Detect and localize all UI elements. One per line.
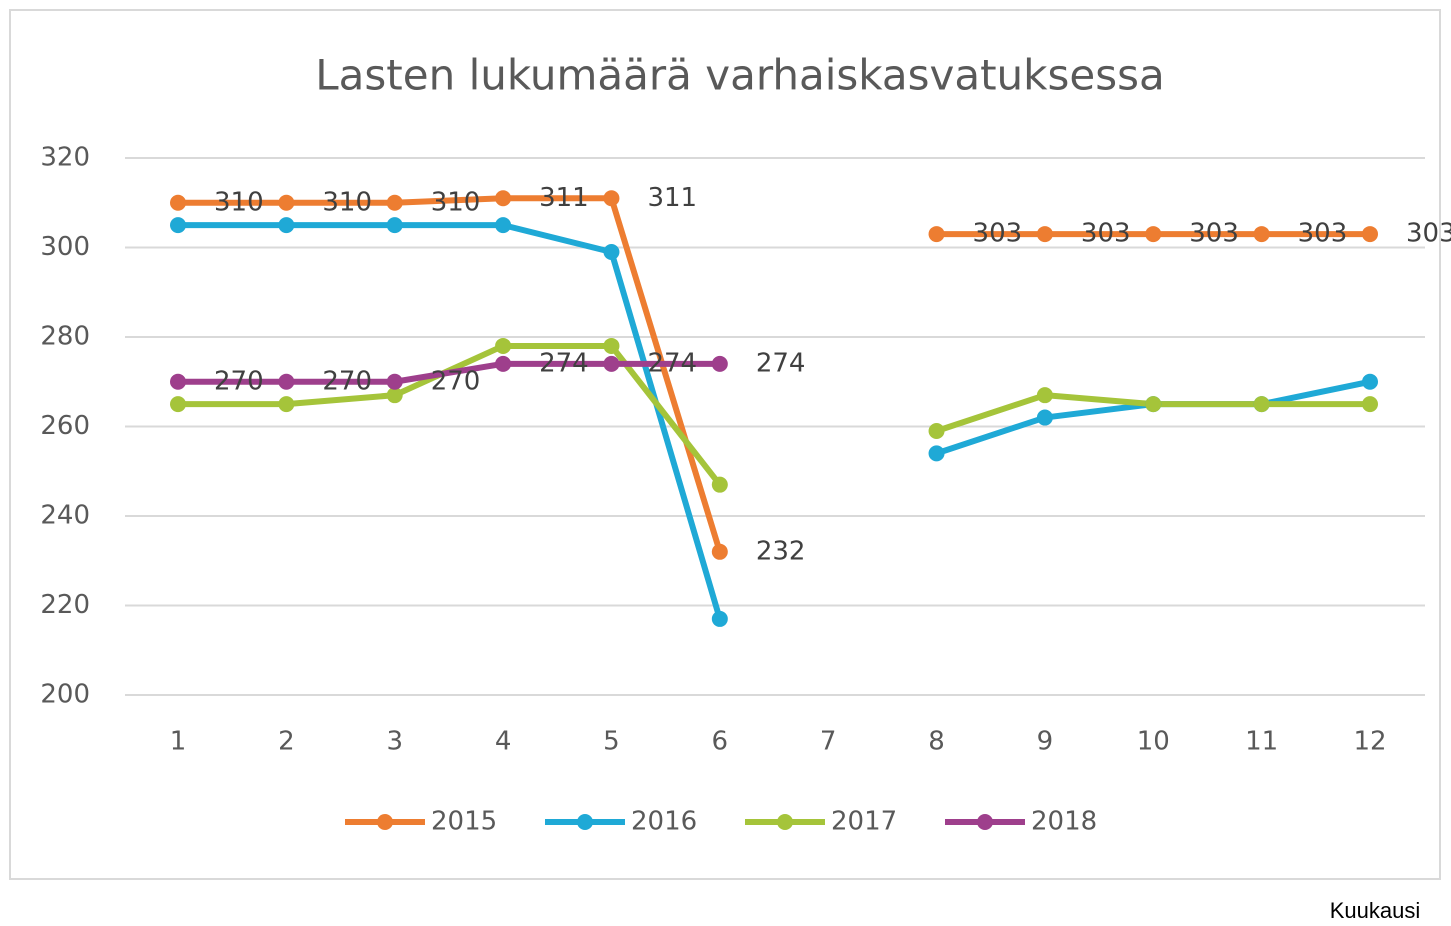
point-marker	[386, 387, 403, 404]
point-marker	[711, 476, 728, 493]
point-marker	[386, 194, 403, 211]
point-marker	[278, 373, 295, 390]
data-label: 310	[322, 187, 372, 217]
point-marker	[928, 445, 945, 462]
legend-marker	[777, 814, 793, 830]
point-marker	[1036, 409, 1053, 426]
data-label: 303	[1406, 219, 1451, 249]
data-label: 274	[756, 348, 806, 378]
data-label: 270	[322, 366, 372, 396]
legend-label: 2016	[631, 807, 697, 837]
point-marker	[1362, 226, 1378, 243]
point-marker	[495, 355, 512, 372]
point-marker	[603, 190, 620, 207]
point-marker	[1145, 396, 1162, 413]
point-marker	[170, 373, 186, 390]
point-marker	[386, 373, 403, 390]
x-tick-label: 4	[495, 727, 512, 757]
point-marker	[928, 422, 945, 439]
x-tick-label: 2	[278, 727, 295, 757]
y-tick-label: 200	[40, 680, 90, 710]
x-tick-label: 1	[170, 727, 187, 757]
legend-marker	[977, 814, 993, 830]
point-marker	[386, 217, 403, 234]
x-tick-label: 10	[1137, 727, 1170, 757]
y-tick-label: 240	[40, 501, 90, 531]
point-marker	[495, 217, 512, 234]
point-marker	[1036, 226, 1053, 243]
point-marker	[495, 190, 512, 207]
y-tick-label: 280	[40, 322, 90, 352]
data-label: 270	[431, 366, 481, 396]
point-marker	[1036, 387, 1053, 404]
point-marker	[495, 337, 512, 354]
data-label: 311	[539, 183, 589, 213]
x-tick-label: 7	[820, 727, 837, 757]
legend-label: 2015	[431, 807, 497, 837]
chart-frame	[9, 9, 1441, 880]
legend-marker	[577, 814, 593, 830]
x-tick-label: 8	[928, 727, 945, 757]
data-label: 311	[647, 183, 697, 213]
x-tick-label: 3	[386, 727, 403, 757]
data-label: 274	[647, 348, 697, 378]
series-line	[178, 360, 720, 385]
chart-title: Lasten lukumäärä varhaiskasvatuksessa	[315, 51, 1164, 100]
y-tick-label: 220	[40, 590, 90, 620]
data-label: 303	[1189, 219, 1239, 249]
legend-label: 2018	[1031, 807, 1097, 837]
point-marker	[711, 543, 728, 560]
x-tick-label: 11	[1245, 727, 1278, 757]
y-tick-label: 300	[40, 232, 90, 262]
data-label: 303	[1298, 219, 1348, 249]
point-marker	[278, 396, 295, 413]
point-marker	[1253, 226, 1270, 243]
point-marker	[1362, 373, 1378, 390]
data-label: 232	[756, 536, 806, 566]
point-marker	[603, 337, 620, 354]
x-axis-label: Kuukausi	[1330, 898, 1421, 923]
point-marker	[603, 243, 620, 260]
point-marker	[711, 610, 728, 627]
point-marker	[1145, 226, 1162, 243]
point-marker	[1362, 396, 1378, 413]
data-label: 274	[539, 348, 589, 378]
point-marker	[170, 217, 186, 234]
point-marker	[170, 396, 186, 413]
data-label: 310	[214, 187, 264, 217]
point-marker	[278, 217, 295, 234]
point-marker	[603, 355, 620, 372]
y-tick-label: 320	[40, 143, 90, 173]
point-marker	[278, 194, 295, 211]
data-label: 310	[431, 187, 481, 217]
legend-marker	[377, 814, 393, 830]
point-marker	[711, 355, 728, 372]
x-tick-label: 12	[1353, 727, 1386, 757]
point-marker	[170, 194, 186, 211]
data-label: 303	[1081, 219, 1131, 249]
point-marker	[928, 226, 945, 243]
y-tick-label: 260	[40, 411, 90, 441]
data-label: 270	[214, 366, 264, 396]
x-tick-label: 5	[603, 727, 620, 757]
legend-label: 2017	[831, 807, 897, 837]
x-tick-label: 6	[712, 727, 729, 757]
point-marker	[1253, 396, 1270, 413]
x-tick-label: 9	[1037, 727, 1054, 757]
data-label: 303	[973, 219, 1023, 249]
